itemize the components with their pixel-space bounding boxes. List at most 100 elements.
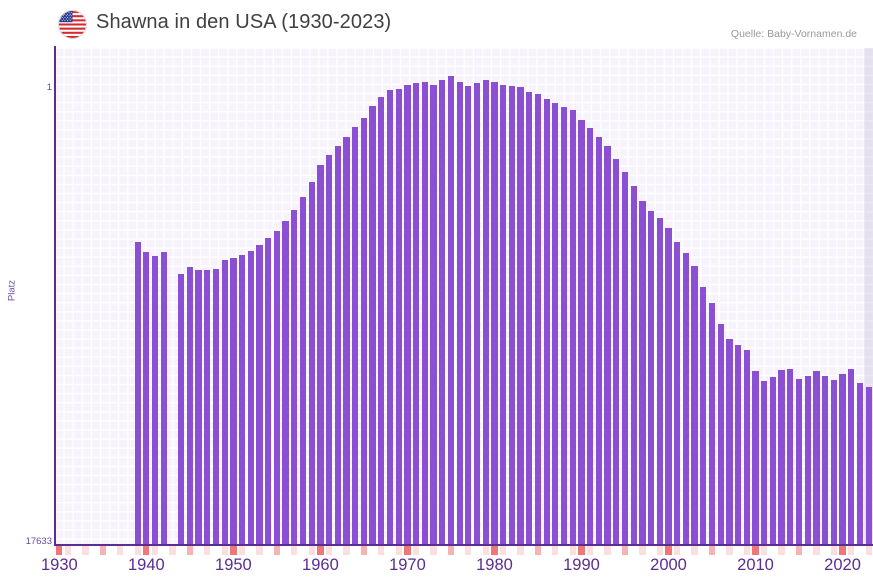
bar[interactable] [726, 339, 733, 544]
bar[interactable] [178, 274, 185, 544]
bar[interactable] [282, 220, 289, 544]
bar[interactable] [839, 374, 846, 544]
x-tick-mark [865, 546, 872, 555]
bar[interactable] [734, 344, 742, 544]
bar[interactable] [552, 102, 559, 544]
bar[interactable] [621, 171, 629, 544]
bar[interactable] [569, 109, 576, 544]
bar[interactable] [700, 287, 707, 544]
bar[interactable] [848, 368, 855, 544]
bar[interactable] [160, 251, 167, 544]
bar[interactable] [656, 218, 663, 544]
bar[interactable] [404, 84, 411, 544]
bar[interactable] [238, 254, 246, 544]
bar[interactable] [134, 242, 141, 544]
bar[interactable] [256, 244, 263, 544]
bar[interactable] [500, 84, 507, 544]
x-tick-mark [839, 546, 846, 555]
bar[interactable] [195, 270, 202, 544]
x-tick-mark [291, 546, 298, 555]
bar[interactable] [230, 257, 237, 544]
bar[interactable] [560, 107, 568, 544]
bar[interactable] [630, 185, 637, 544]
bar[interactable] [456, 81, 463, 544]
x-tick-mark [465, 546, 472, 555]
bar[interactable] [491, 81, 498, 544]
bar[interactable] [813, 371, 820, 544]
bar[interactable] [447, 76, 455, 544]
bar[interactable] [830, 379, 837, 544]
bar[interactable] [360, 118, 368, 544]
bar[interactable] [752, 371, 759, 544]
bar[interactable] [761, 381, 768, 544]
bar[interactable] [639, 201, 646, 544]
bar[interactable] [439, 80, 446, 544]
bar[interactable] [769, 377, 777, 544]
bar[interactable] [482, 80, 489, 544]
bar[interactable] [421, 81, 428, 544]
bar[interactable] [334, 146, 341, 544]
bar[interactable] [647, 211, 655, 544]
bar[interactable] [578, 119, 585, 544]
bar[interactable] [204, 270, 211, 544]
bar[interactable] [299, 197, 307, 544]
bar[interactable] [221, 260, 228, 544]
bar[interactable] [143, 251, 150, 544]
bar[interactable] [508, 85, 515, 544]
bar[interactable] [708, 302, 716, 544]
bar[interactable] [291, 209, 298, 544]
bar[interactable] [682, 253, 690, 544]
bar[interactable] [413, 83, 420, 544]
bar[interactable] [787, 368, 794, 544]
bar[interactable] [517, 87, 524, 544]
bar[interactable] [273, 230, 281, 544]
x-tick-mark [656, 546, 663, 555]
x-tick-mark [752, 546, 759, 555]
bar[interactable] [543, 98, 550, 544]
bar[interactable] [595, 136, 602, 544]
bar[interactable] [822, 375, 829, 544]
bar[interactable] [613, 159, 620, 544]
x-tick-mark [325, 546, 333, 555]
y-axis-top-label: 1 [46, 82, 52, 93]
x-tick-mark [761, 546, 768, 555]
x-tick-mark [204, 546, 211, 555]
bar[interactable] [395, 88, 402, 544]
bar[interactable] [717, 323, 724, 544]
bar[interactable] [317, 164, 324, 544]
bar[interactable] [308, 181, 315, 544]
bar[interactable] [804, 375, 811, 544]
bar[interactable] [604, 146, 611, 544]
x-tick-mark [134, 546, 141, 555]
bar[interactable] [534, 94, 542, 544]
bar[interactable] [465, 85, 472, 544]
bar[interactable] [343, 136, 350, 544]
bar[interactable] [691, 266, 698, 544]
bar[interactable] [186, 267, 193, 544]
bar[interactable] [212, 268, 220, 544]
bar[interactable] [378, 97, 385, 544]
x-tick-mark [221, 546, 228, 555]
bar[interactable] [247, 250, 254, 544]
bar[interactable] [665, 228, 672, 544]
x-axis-tick-label: 1960 [302, 556, 339, 574]
bar[interactable] [526, 91, 533, 544]
bar[interactable] [587, 128, 594, 544]
bar[interactable] [865, 386, 872, 544]
bar[interactable] [674, 242, 681, 544]
bar[interactable] [386, 90, 394, 544]
x-tick-mark [273, 546, 281, 555]
bar[interactable] [778, 370, 785, 544]
bar[interactable] [151, 256, 159, 544]
y-axis-top-tick: 1 [18, 41, 52, 93]
bar[interactable] [265, 237, 272, 544]
bar[interactable] [743, 350, 750, 544]
bar[interactable] [352, 126, 359, 544]
bar[interactable] [325, 154, 333, 544]
bar[interactable] [795, 378, 803, 544]
bar[interactable] [369, 105, 376, 544]
bar[interactable] [473, 83, 481, 544]
bar[interactable] [430, 84, 437, 544]
bar[interactable] [856, 382, 864, 544]
